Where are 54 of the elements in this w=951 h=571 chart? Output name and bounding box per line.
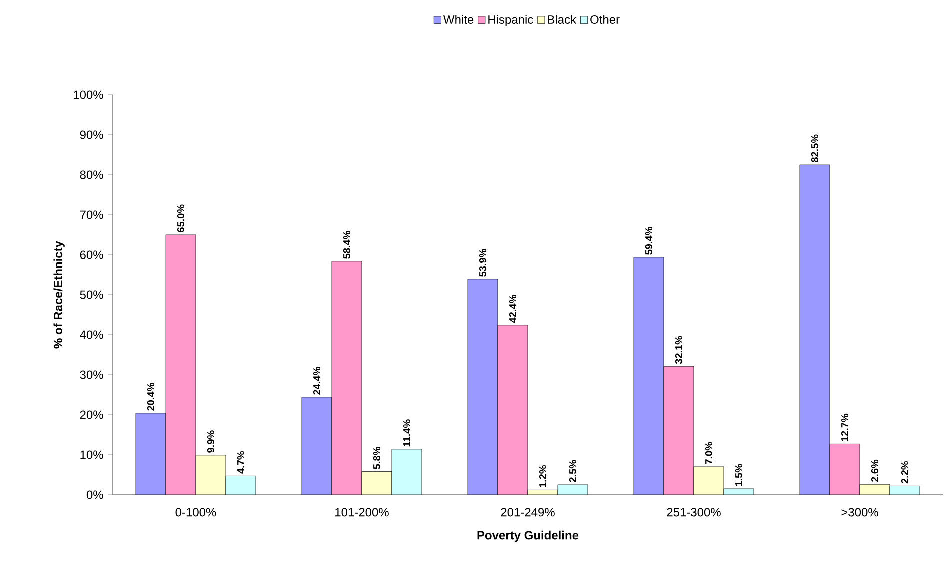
data-label: 24.4% — [313, 367, 321, 395]
y-tick-label: 50% — [80, 290, 104, 300]
bar — [136, 413, 166, 496]
data-label: 1.5% — [735, 464, 743, 486]
bar — [830, 444, 860, 496]
data-label: 59.4% — [645, 227, 653, 255]
bar — [664, 366, 694, 496]
x-tick-label: 201-249% — [501, 508, 555, 517]
data-label: 2.5% — [569, 460, 577, 482]
data-label: 2.2% — [901, 461, 909, 484]
data-label: 53.9% — [479, 249, 487, 277]
y-tick-label: 0% — [86, 490, 104, 500]
bar — [332, 261, 362, 496]
legend-label: White — [444, 15, 474, 24]
x-axis-title: Poverty Guideline — [478, 530, 579, 542]
data-label: 9.9% — [207, 430, 215, 453]
bar — [166, 235, 196, 496]
y-tick-label: 70% — [80, 210, 104, 220]
bar — [392, 449, 422, 496]
y-tick-label: 80% — [80, 170, 104, 180]
data-label: 82.5% — [811, 134, 819, 162]
x-tick-label: 0-100% — [176, 508, 216, 517]
data-label: 32.1% — [675, 336, 683, 364]
legend-label: Other — [590, 15, 620, 24]
y-tick-label: 60% — [80, 250, 104, 260]
x-tick-label: 101-200% — [336, 508, 389, 517]
y-tick-label: 100% — [74, 90, 104, 100]
y-tick-label: 90% — [80, 130, 104, 140]
data-label: 7.0% — [705, 442, 713, 464]
y-axis-title: % of Race/Ethnicty — [54, 241, 65, 349]
x-tick-label: >300% — [842, 508, 878, 517]
bar — [302, 397, 332, 496]
data-label: 1.2% — [539, 465, 547, 488]
y-tick-label: 10% — [80, 450, 104, 460]
data-label: 11.4% — [403, 420, 411, 447]
legend-label: Hispanic — [488, 15, 534, 26]
bar — [468, 279, 498, 496]
y-tick-label: 30% — [80, 370, 104, 380]
legend-label: Black — [548, 15, 577, 24]
bar — [800, 164, 830, 496]
data-label: 42.4% — [509, 295, 517, 324]
y-tick-label: 20% — [80, 410, 104, 420]
data-label: 5.8% — [373, 447, 381, 470]
bar — [498, 325, 528, 496]
data-label: 58.4% — [343, 231, 351, 259]
data-label: 65.0% — [177, 204, 185, 232]
data-label: 20.4% — [147, 383, 155, 411]
x-tick-label: 251-300% — [667, 508, 721, 517]
data-label: 12.7% — [841, 414, 849, 442]
y-tick-label: 40% — [80, 330, 104, 340]
bar — [226, 476, 256, 496]
data-label: 4.7% — [237, 451, 245, 474]
data-label: 2.6% — [871, 460, 879, 482]
bar — [634, 257, 664, 496]
